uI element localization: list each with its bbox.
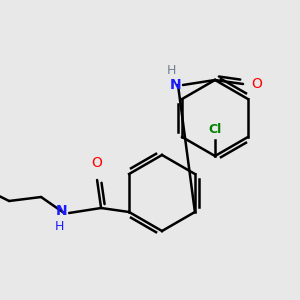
Text: H: H (54, 220, 64, 233)
Text: H: H (166, 64, 176, 77)
Text: O: O (92, 156, 103, 170)
Text: N: N (169, 78, 181, 92)
Text: N: N (56, 204, 67, 218)
Text: Cl: Cl (208, 123, 222, 136)
Text: O: O (251, 77, 262, 91)
